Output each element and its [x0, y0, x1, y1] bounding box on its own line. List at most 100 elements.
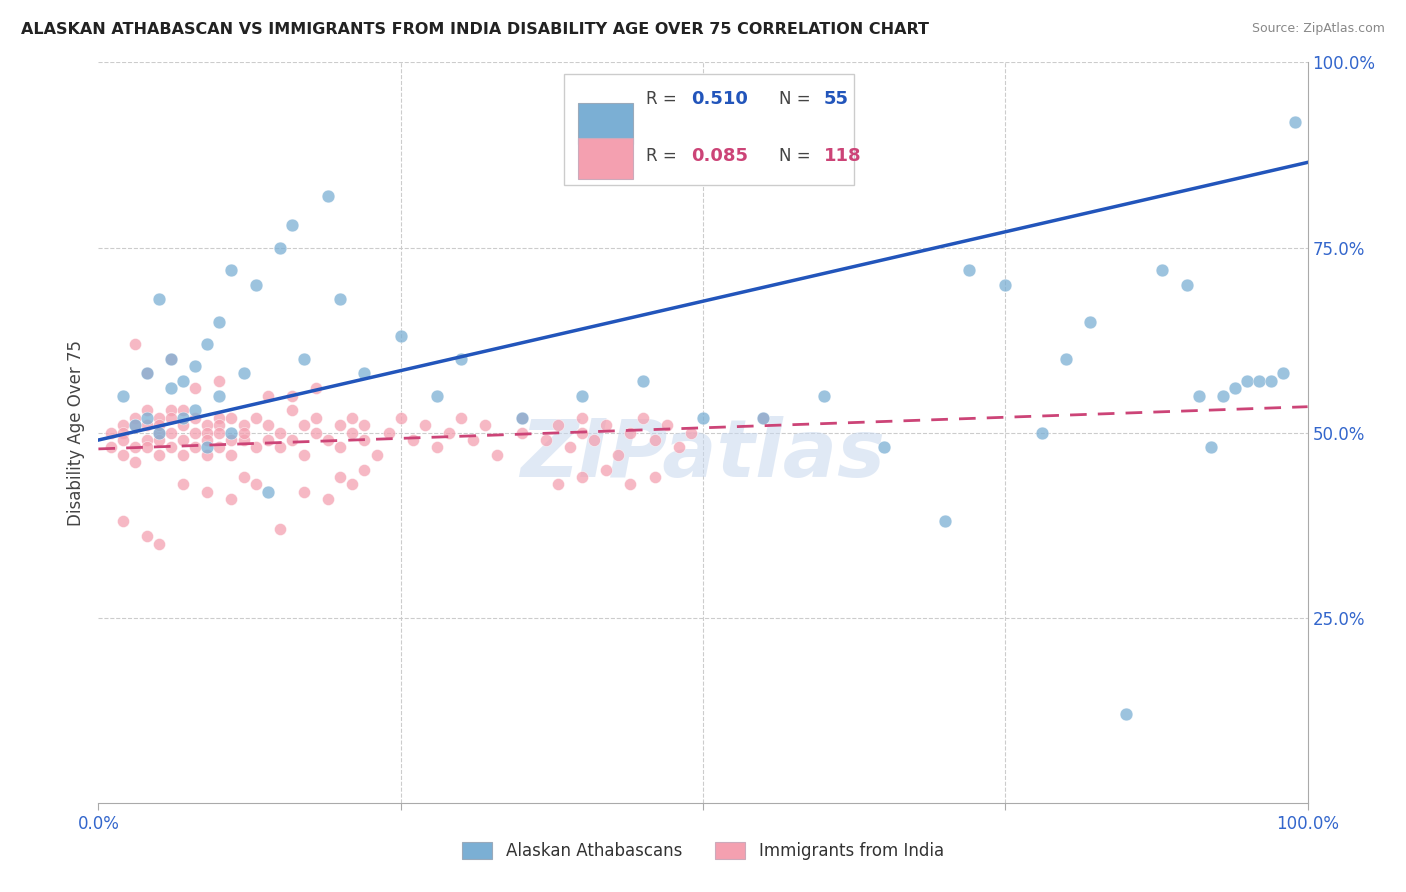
- Point: [547, 418, 569, 433]
- Point: [1078, 314, 1101, 328]
- Point: [437, 425, 460, 440]
- Point: [305, 410, 328, 425]
- Point: [269, 441, 291, 455]
- Point: [221, 262, 243, 277]
- Point: [172, 410, 194, 425]
- Point: [813, 388, 835, 402]
- Point: [221, 492, 243, 507]
- Point: [571, 470, 593, 484]
- Point: [366, 448, 388, 462]
- Point: [184, 425, 207, 440]
- Point: [208, 410, 231, 425]
- Point: [547, 477, 569, 491]
- Point: [450, 410, 472, 425]
- Point: [195, 433, 218, 447]
- Point: [655, 418, 678, 433]
- Point: [281, 403, 304, 417]
- Point: [124, 441, 146, 455]
- Point: [353, 367, 375, 381]
- Point: [256, 433, 278, 447]
- Point: [111, 433, 134, 447]
- Point: [402, 433, 425, 447]
- Point: [245, 277, 267, 292]
- Point: [595, 462, 617, 476]
- Point: [124, 410, 146, 425]
- Point: [644, 433, 666, 447]
- Y-axis label: Disability Age Over 75: Disability Age Over 75: [66, 340, 84, 525]
- Point: [316, 492, 339, 507]
- Point: [644, 470, 666, 484]
- Point: [329, 470, 352, 484]
- Point: [353, 433, 375, 447]
- Point: [281, 388, 304, 402]
- Point: [450, 351, 472, 366]
- Point: [957, 262, 980, 277]
- Point: [208, 374, 231, 388]
- Point: [1115, 706, 1137, 721]
- Point: [195, 418, 218, 433]
- Text: 0.510: 0.510: [690, 90, 748, 109]
- FancyBboxPatch shape: [578, 103, 633, 144]
- Point: [1212, 388, 1234, 402]
- Point: [232, 433, 254, 447]
- Point: [184, 410, 207, 425]
- Text: ZIPatlas: ZIPatlas: [520, 416, 886, 494]
- Point: [486, 448, 509, 462]
- Point: [510, 410, 533, 425]
- Point: [377, 425, 399, 440]
- Point: [135, 410, 157, 425]
- Point: [1272, 367, 1295, 381]
- Text: 55: 55: [824, 90, 849, 109]
- Point: [148, 418, 170, 433]
- Point: [571, 425, 593, 440]
- Point: [124, 418, 146, 433]
- Point: [316, 188, 339, 202]
- Point: [124, 455, 146, 469]
- Point: [135, 367, 157, 381]
- Point: [631, 374, 654, 388]
- Point: [256, 484, 278, 499]
- Point: [160, 381, 183, 395]
- Text: R =: R =: [647, 90, 682, 109]
- Point: [305, 425, 328, 440]
- Point: [1223, 381, 1246, 395]
- Point: [135, 418, 157, 433]
- Point: [595, 418, 617, 433]
- Point: [463, 433, 485, 447]
- Point: [184, 381, 207, 395]
- Point: [752, 410, 775, 425]
- Point: [184, 441, 207, 455]
- Point: [292, 484, 315, 499]
- Point: [329, 418, 352, 433]
- Point: [232, 418, 254, 433]
- Text: ALASKAN ATHABASCAN VS IMMIGRANTS FROM INDIA DISABILITY AGE OVER 75 CORRELATION C: ALASKAN ATHABASCAN VS IMMIGRANTS FROM IN…: [21, 22, 929, 37]
- Point: [100, 425, 122, 440]
- Point: [668, 441, 690, 455]
- Point: [184, 403, 207, 417]
- Point: [934, 515, 956, 529]
- Point: [1188, 388, 1211, 402]
- Point: [1284, 114, 1306, 128]
- Point: [160, 403, 183, 417]
- Point: [208, 418, 231, 433]
- Text: N =: N =: [779, 90, 815, 109]
- Point: [221, 448, 243, 462]
- Point: [148, 433, 170, 447]
- Point: [195, 448, 218, 462]
- Point: [195, 484, 218, 499]
- Point: [607, 448, 630, 462]
- Point: [208, 425, 231, 440]
- Point: [389, 329, 412, 343]
- Point: [184, 359, 207, 373]
- Point: [619, 425, 641, 440]
- Point: [160, 351, 183, 366]
- Point: [1199, 441, 1222, 455]
- Point: [100, 441, 122, 455]
- Point: [281, 433, 304, 447]
- Point: [232, 367, 254, 381]
- Text: 118: 118: [824, 147, 862, 165]
- Point: [692, 410, 714, 425]
- Text: N =: N =: [779, 147, 815, 165]
- Point: [135, 433, 157, 447]
- Point: [208, 388, 231, 402]
